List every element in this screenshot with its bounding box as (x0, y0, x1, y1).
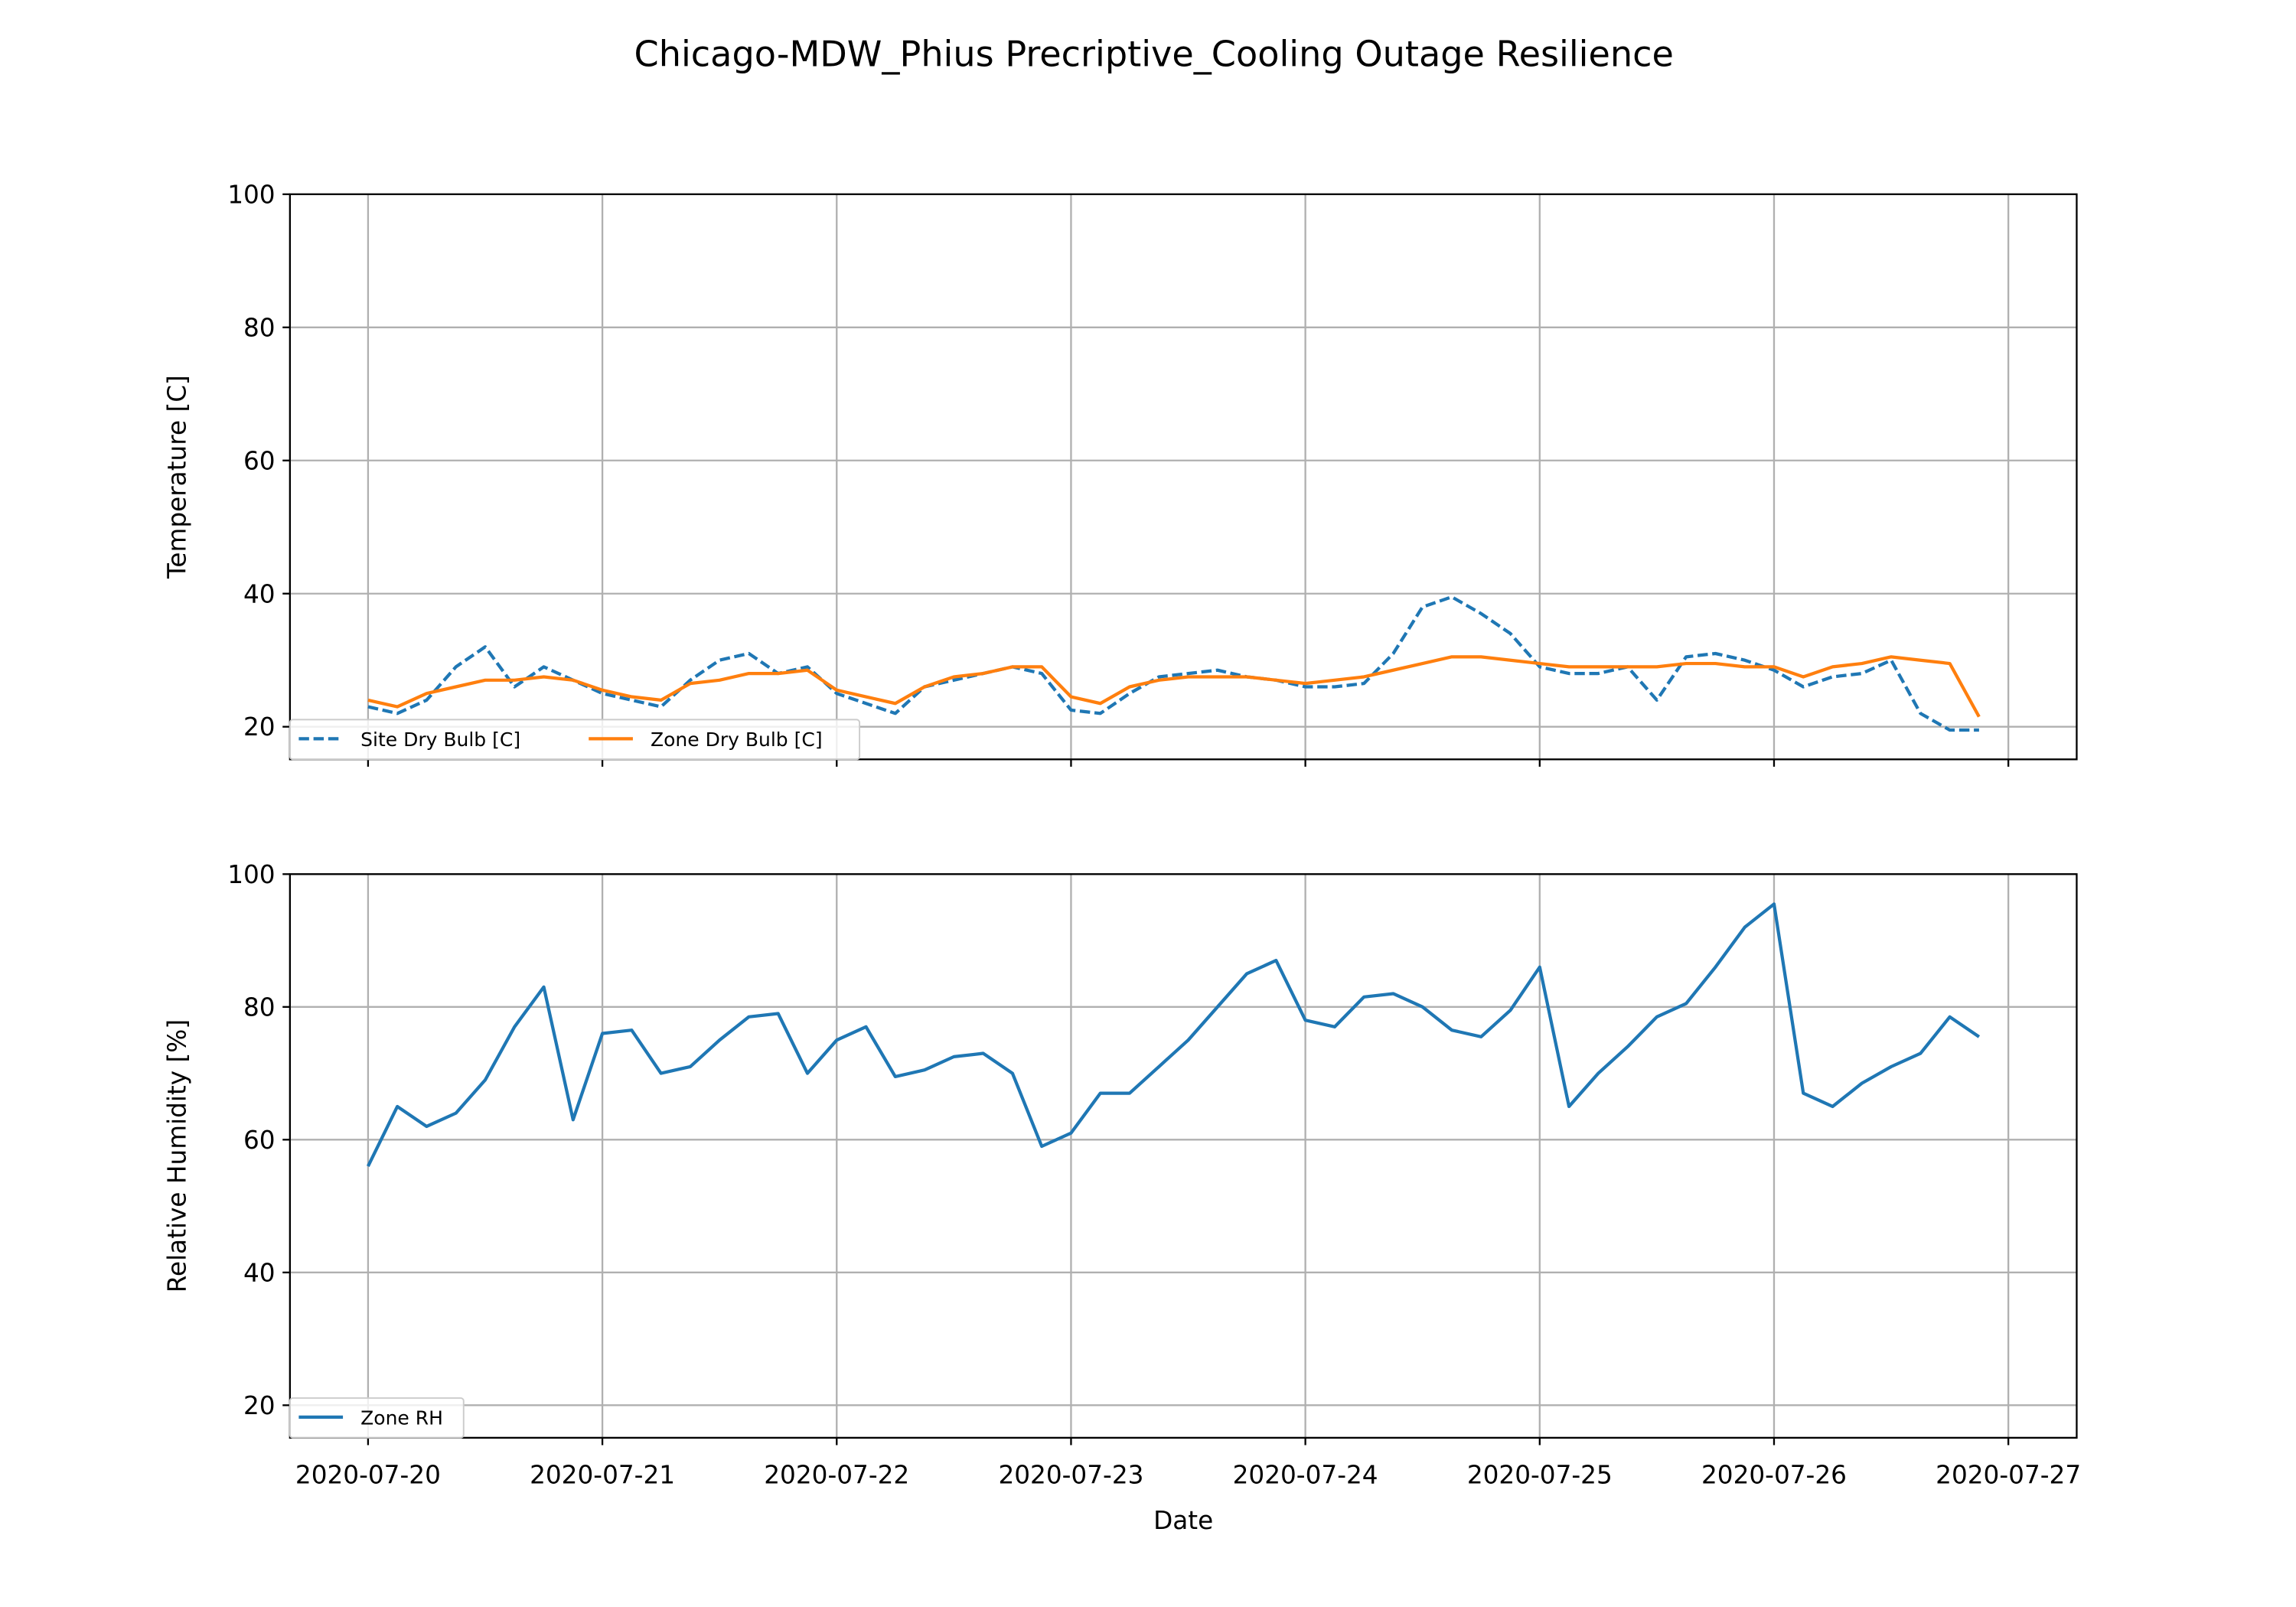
x-tick-label: 2020-07-26 (1701, 1460, 1847, 1489)
figure-title: Chicago-MDW_Phius Precriptive_Cooling Ou… (634, 34, 1674, 75)
y-axis-label: Relative Humidity [%] (162, 1019, 191, 1292)
y-tick-label: 100 (227, 860, 275, 889)
y-tick-label: 60 (243, 446, 276, 475)
plot-frame (289, 193, 2078, 761)
x-axis-label: Date (1153, 1506, 1213, 1535)
legend-label: Site Dry Bulb [C] (360, 729, 520, 751)
data-line (367, 595, 1979, 732)
legend: Zone RH (289, 1397, 465, 1439)
x-tick-label: 2020-07-23 (998, 1460, 1143, 1489)
y-tick-label: 20 (243, 712, 276, 742)
legend-label: Zone RH (360, 1407, 443, 1429)
data-line (367, 902, 1981, 1167)
y-tick-label: 40 (243, 1258, 276, 1287)
x-tick-label: 2020-07-21 (530, 1460, 675, 1489)
y-axis-label: Temperature [C] (162, 375, 191, 579)
legend-frame (289, 1397, 465, 1439)
legend-label: Zone Dry Bulb [C] (651, 729, 823, 751)
data-line (367, 655, 1981, 718)
y-tick-label: 20 (243, 1391, 276, 1420)
x-tick-label: 2020-07-25 (1467, 1460, 1613, 1489)
legend-frame (289, 719, 861, 761)
x-tick-label: 2020-07-20 (295, 1460, 441, 1489)
x-tick-label: 2020-07-24 (1233, 1460, 1378, 1489)
x-tick-label: 2020-07-22 (764, 1460, 909, 1489)
plot-frame (289, 873, 2078, 1439)
y-tick-label: 40 (243, 579, 276, 608)
y-tick-label: 100 (227, 180, 275, 209)
legend: Site Dry Bulb [C] Zone Dry Bulb [C] (289, 719, 861, 761)
y-tick-label: 80 (243, 313, 276, 342)
x-tick-label: 2020-07-27 (1936, 1460, 2081, 1489)
y-tick-label: 60 (243, 1126, 276, 1155)
y-tick-label: 80 (243, 993, 276, 1022)
